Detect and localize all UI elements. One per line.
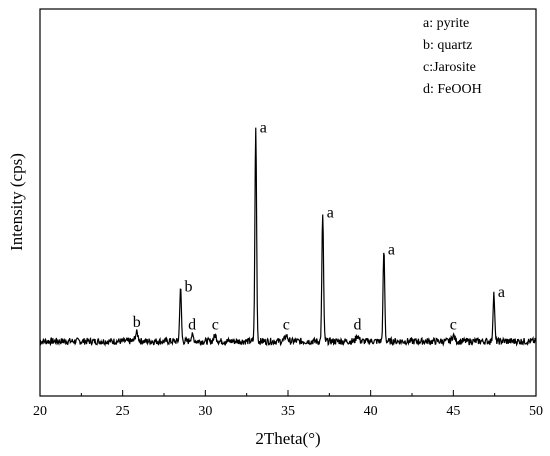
peak-label: d	[353, 317, 361, 334]
xrd-pattern-line	[39, 127, 537, 347]
x-tick-label: 50	[529, 404, 543, 419]
legend-entry: b: quartz	[423, 38, 472, 53]
peak-label: b	[185, 278, 193, 295]
peak-label: c	[450, 317, 457, 334]
x-tick-label: 45	[446, 404, 460, 419]
x-axis-title: 2Theta(°)	[255, 429, 320, 448]
x-tick-label: 40	[364, 404, 378, 419]
peak-label: a	[260, 119, 267, 136]
peak-label: a	[327, 204, 334, 221]
x-tick-label: 30	[198, 404, 212, 419]
peak-label: c	[212, 317, 219, 334]
x-tick-label: 20	[33, 404, 47, 419]
legend-entry: d: FeOOH	[423, 82, 482, 97]
peak-label: b	[133, 314, 141, 331]
peak-label: a	[498, 284, 505, 301]
legend-entry: c:Jarosite	[423, 60, 476, 75]
peak-label: a	[388, 241, 395, 258]
x-tick-label: 25	[116, 404, 130, 419]
peak-label: d	[188, 317, 196, 334]
x-axis: 20 25 30 35 40 45 50	[33, 390, 543, 419]
peak-label: c	[283, 317, 290, 334]
y-axis-title: Intensity (cps)	[7, 153, 26, 251]
legend-entry: a: pyrite	[423, 16, 469, 31]
legend: a: pyrite b: quartz c:Jarosite d: FeOOH	[423, 16, 482, 97]
x-tick-label: 35	[281, 404, 295, 419]
